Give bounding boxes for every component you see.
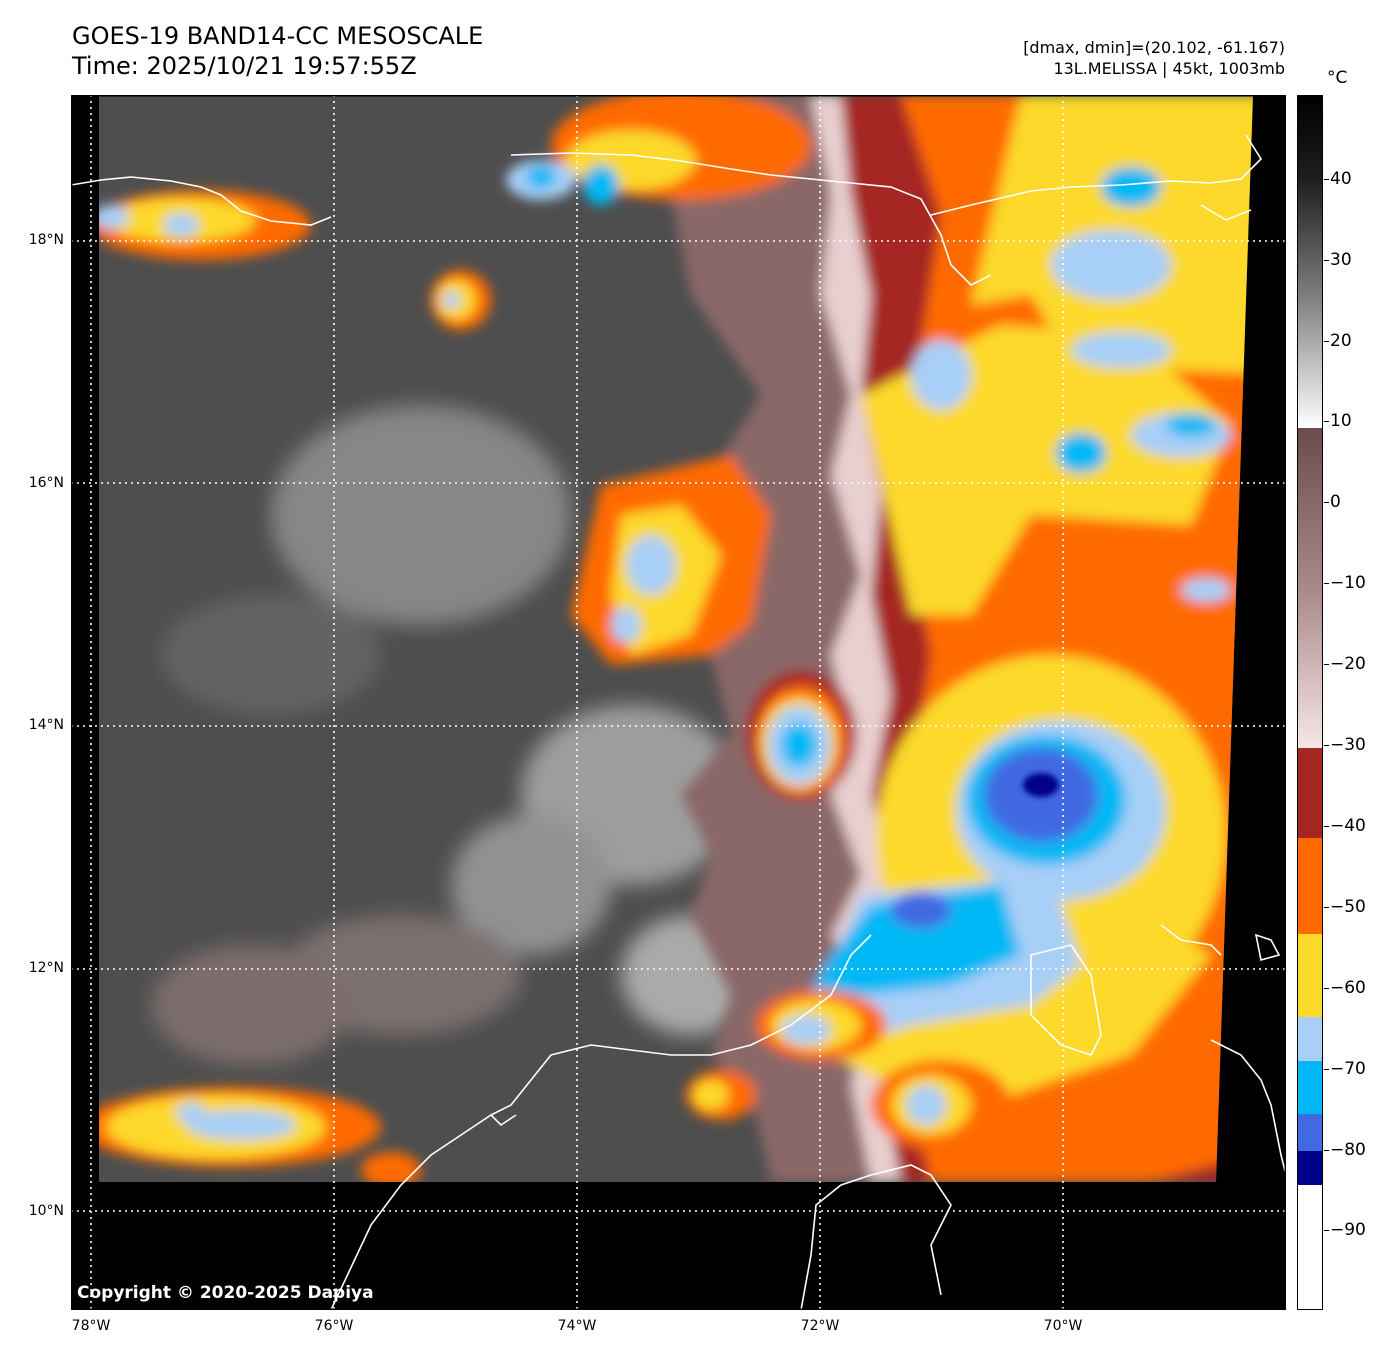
satellite-imagery bbox=[99, 95, 1253, 1182]
colorbar-coldest bbox=[1298, 1185, 1322, 1309]
colorbar bbox=[1297, 95, 1323, 1310]
colorbar-light-blue bbox=[1298, 1017, 1322, 1061]
colorbar-tick bbox=[1324, 1230, 1329, 1231]
graticule bbox=[71, 95, 1286, 1310]
chart-title: GOES-19 BAND14-CC MESOSCALE bbox=[72, 22, 484, 50]
colorbar-label-0: 0 bbox=[1330, 492, 1341, 512]
colorbar-unit: °C bbox=[1327, 68, 1348, 88]
lon-label-74w: 74°W bbox=[557, 1318, 597, 1334]
colorbar-label-20: 20 bbox=[1330, 331, 1352, 351]
coastlines bbox=[71, 134, 1286, 1310]
map-frame bbox=[71, 95, 1286, 1310]
colorbar-tick bbox=[1324, 1150, 1329, 1151]
colorbar-tick bbox=[1324, 826, 1329, 827]
colorbar-tick bbox=[1324, 745, 1329, 746]
copyright-text: Copyright © 2020-2025 Dapiya bbox=[77, 1283, 374, 1303]
lon-label-72w: 72°W bbox=[800, 1318, 840, 1334]
colorbar-tick bbox=[1324, 1069, 1329, 1070]
storm-info: 13L.MELISSA | 45kt, 1003mb bbox=[1053, 59, 1285, 78]
lat-label-14n: 14°N bbox=[28, 717, 64, 733]
colorbar-label-minus40: −40 bbox=[1330, 816, 1366, 836]
colorbar-label-minus20: −20 bbox=[1330, 654, 1366, 674]
colorbar-label-minus10: −10 bbox=[1330, 573, 1366, 593]
colorbar-label-minus30: −30 bbox=[1330, 735, 1366, 755]
lat-label-12n: 12°N bbox=[28, 960, 64, 976]
colorbar-label-minus50: −50 bbox=[1330, 897, 1366, 917]
chart-time: Time: 2025/10/21 19:57:55Z bbox=[72, 52, 417, 80]
colorbar-dark-red bbox=[1298, 748, 1322, 838]
colorbar-tick bbox=[1324, 907, 1329, 908]
lon-label-70w: 70°W bbox=[1043, 1318, 1083, 1334]
range-info: [dmax, dmin]=(20.102, -61.167) bbox=[1023, 38, 1285, 57]
colorbar-navy bbox=[1298, 1151, 1322, 1185]
colorbar-label-minus60: −60 bbox=[1330, 978, 1366, 998]
colorbar-label-minus90: −90 bbox=[1330, 1220, 1366, 1240]
colorbar-tick bbox=[1324, 583, 1329, 584]
colorbar-label-minus80: −80 bbox=[1330, 1140, 1366, 1160]
colorbar-warm-gray bbox=[1298, 96, 1322, 428]
lat-label-18n: 18°N bbox=[28, 232, 64, 248]
colorbar-label-minus70: −70 bbox=[1330, 1059, 1366, 1079]
colorbar-tick bbox=[1324, 664, 1329, 665]
colorbar-tick bbox=[1324, 341, 1329, 342]
lon-label-76w: 76°W bbox=[314, 1318, 354, 1334]
colorbar-yellow bbox=[1298, 934, 1322, 1017]
lat-label-16n: 16°N bbox=[28, 475, 64, 491]
colorbar-tick bbox=[1324, 260, 1329, 261]
colorbar-tick bbox=[1324, 421, 1329, 422]
colorbar-tick bbox=[1324, 502, 1329, 503]
colorbar-tick bbox=[1324, 988, 1329, 989]
colorbar-label-10: 10 bbox=[1330, 411, 1352, 431]
colorbar-orange bbox=[1298, 838, 1322, 934]
lon-label-78w: 78°W bbox=[71, 1318, 111, 1334]
satellite-map bbox=[71, 95, 1286, 1310]
colorbar-tick bbox=[1324, 179, 1329, 180]
colorbar-label-30: 30 bbox=[1330, 250, 1352, 270]
colorbar-royal-blue bbox=[1298, 1114, 1322, 1151]
colorbar-label-40: 40 bbox=[1330, 169, 1352, 189]
colorbar-cyan bbox=[1298, 1061, 1322, 1114]
colorbar-brown-pink bbox=[1298, 428, 1322, 748]
lat-label-10n: 10°N bbox=[28, 1203, 64, 1219]
